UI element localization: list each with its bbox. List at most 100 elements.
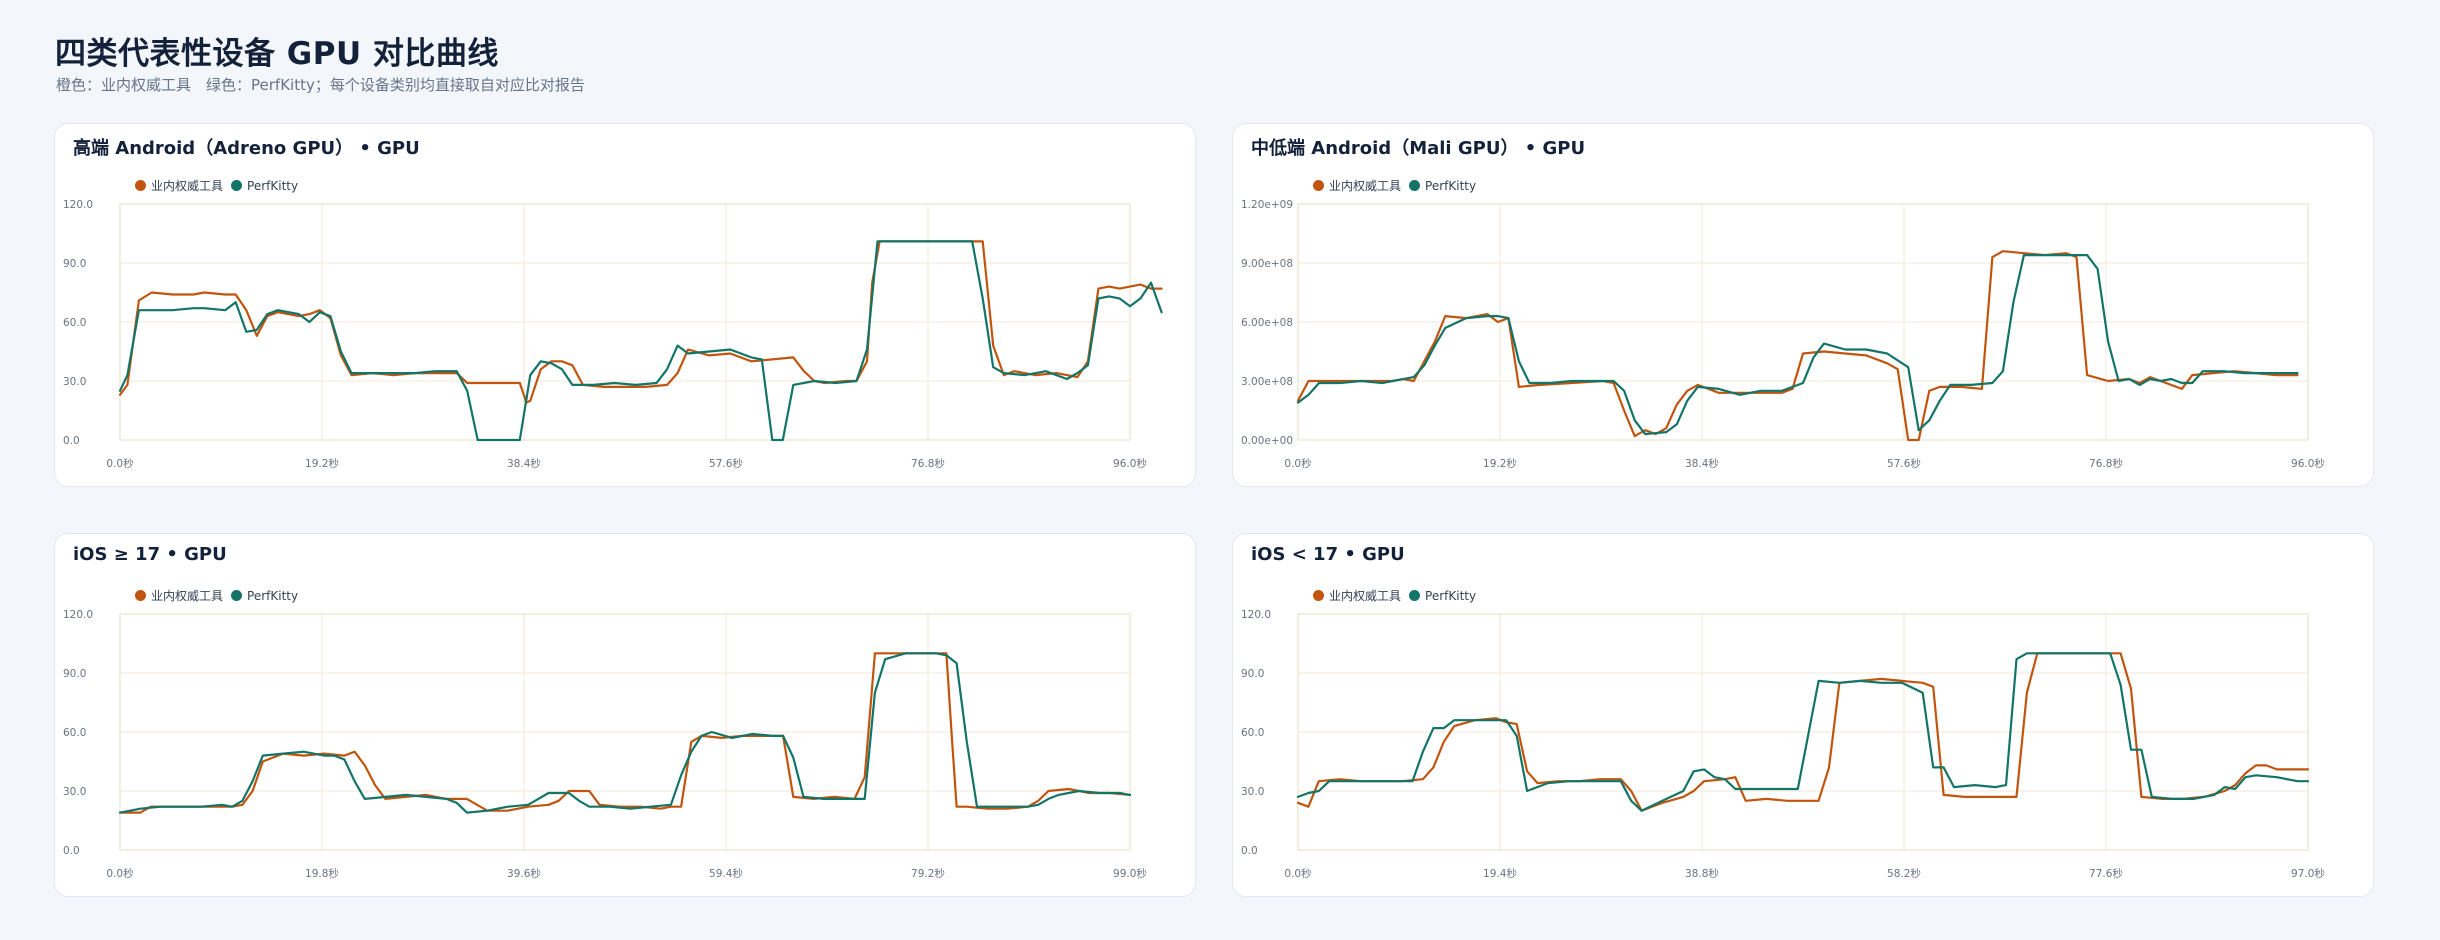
legend-item-perfkitty[interactable]: PerfKitty xyxy=(231,179,298,193)
legend-swatch-tool xyxy=(1313,590,1324,601)
x-tick-label: 96.0秒 xyxy=(1113,457,1147,470)
x-tick-label: 76.8秒 xyxy=(2089,457,2123,470)
plot-frame xyxy=(1297,203,2309,441)
legend-item-tool[interactable]: 业内权威工具 xyxy=(135,177,223,194)
series-line-tool xyxy=(1296,652,2310,812)
x-tick-label: 77.6秒 xyxy=(2089,867,2123,880)
chart-legend[interactable]: 业内权威工具 PerfKitty xyxy=(1313,587,1476,604)
line-chart[interactable]: 0.0 30.0 60.0 90.0 120.0 0.0秒 19.4秒 38.8秒 58.2秒 7… xyxy=(1233,534,2375,898)
legend-label-perfkitty: PerfKitty xyxy=(1425,588,1477,603)
x-tick-label: 99.0秒 xyxy=(1113,867,1147,880)
y-tick-label: 60.0 xyxy=(1241,727,1264,739)
x-tick-label: 19.8秒 xyxy=(305,867,339,880)
y-tick-label: 30.0 xyxy=(63,786,86,798)
legend-item-perfkitty[interactable]: PerfKitty xyxy=(1409,179,1476,193)
y-tick-label: 0.00e+00 xyxy=(1241,435,1293,447)
legend-swatch-tool xyxy=(135,590,146,601)
legend-item-perfkitty[interactable]: PerfKitty xyxy=(1409,589,1476,603)
chart-legend[interactable]: 业内权威工具 PerfKitty xyxy=(135,177,298,194)
y-tick-label: 90.0 xyxy=(63,668,86,680)
x-tick-label: 57.6秒 xyxy=(1887,457,1921,470)
chart-title: iOS < 17 • GPU xyxy=(1251,544,1405,565)
y-tick-label: 120.0 xyxy=(1241,609,1271,621)
chart-legend[interactable]: 业内权威工具 PerfKitty xyxy=(135,587,298,604)
plot-frame xyxy=(119,203,1131,441)
plot-frame xyxy=(1297,613,2309,851)
legend-item-tool[interactable]: 业内权威工具 xyxy=(135,587,223,604)
chart-title: 中低端 Android（Mali GPU） • GPU xyxy=(1251,138,1586,159)
y-tick-label: 30.0 xyxy=(63,376,86,388)
grid xyxy=(119,203,1131,441)
y-tick-label: 0.0 xyxy=(63,845,80,857)
x-tick-label: 0.0秒 xyxy=(1284,457,1312,470)
legend-swatch-perfkitty xyxy=(1409,590,1421,601)
series-line-tool xyxy=(118,652,1132,814)
legend-swatch-perfkitty xyxy=(231,180,243,191)
y-tick-label: 30.0 xyxy=(1241,786,1264,798)
page-subtitle: 橙色：业内权威工具 绿色：PerfKitty；每个设备类别均直接取自对应比对报告 xyxy=(56,76,585,94)
legend-label-perfkitty: PerfKitty xyxy=(247,178,299,193)
legend-swatch-perfkitty xyxy=(231,590,243,601)
legend-label-tool: 业内权威工具 xyxy=(1329,179,1402,193)
chart-card-ios17-plus: iOS ≥ 17 • GPU 业内权威工具 PerfKitty 0.0 30.0 6… xyxy=(54,533,1196,897)
x-tick-label: 38.4秒 xyxy=(1685,457,1719,470)
chart-card-ios17-below: iOS < 17 • GPU 业内权威工具 PerfKitty 0.0 30.0 6… xyxy=(1232,533,2374,897)
y-tick-label: 1.20e+09 xyxy=(1241,199,1293,211)
y-tick-label: 9.00e+08 xyxy=(1241,258,1293,270)
line-chart[interactable]: 0.0 30.0 60.0 90.0 120.0 0.0秒 19.2秒 38.4秒 57.6秒 7… xyxy=(55,124,1197,488)
legend-swatch-tool xyxy=(135,180,146,191)
legend-item-perfkitty[interactable]: PerfKitty xyxy=(231,589,298,603)
x-tick-label: 0.0秒 xyxy=(106,867,134,880)
page-title: 四类代表性设备 GPU 对比曲线 xyxy=(55,36,499,72)
y-tick-label: 6.00e+08 xyxy=(1241,317,1293,329)
chart-card-mali: 中低端 Android（Mali GPU） • GPU 业内权威工具 PerfK… xyxy=(1232,123,2374,487)
x-tick-label: 19.4秒 xyxy=(1483,867,1517,880)
chart-title: 高端 Android（Adreno GPU） • GPU xyxy=(73,138,420,159)
x-tick-label: 38.8秒 xyxy=(1685,867,1719,880)
legend-swatch-perfkitty xyxy=(1409,180,1421,191)
y-tick-label: 3.00e+08 xyxy=(1241,376,1293,388)
series-line-perfkitty xyxy=(118,240,1163,442)
x-tick-label: 96.0秒 xyxy=(2291,457,2325,470)
series-line-perfkitty xyxy=(118,652,1132,814)
x-tick-label: 59.4秒 xyxy=(709,867,743,880)
grid xyxy=(1297,203,2309,441)
x-tick-label: 58.2秒 xyxy=(1887,867,1921,880)
line-chart[interactable]: 0.00e+00 3.00e+08 6.00e+08 9.00e+08 1.20e+09… xyxy=(1233,124,2375,488)
x-tick-label: 79.2秒 xyxy=(911,867,945,880)
y-tick-label: 120.0 xyxy=(63,609,93,621)
line-chart[interactable]: 0.0 30.0 60.0 90.0 120.0 0.0秒 19.8秒 39.6秒 59.4秒 7… xyxy=(55,534,1197,898)
legend-label-tool: 业内权威工具 xyxy=(151,589,224,603)
x-tick-label: 97.0秒 xyxy=(2291,867,2325,880)
x-tick-label: 0.0秒 xyxy=(1284,867,1312,880)
y-tick-label: 90.0 xyxy=(1241,668,1264,680)
y-tick-label: 0.0 xyxy=(1241,845,1258,857)
y-tick-label: 120.0 xyxy=(63,199,93,211)
legend-swatch-tool xyxy=(1313,180,1324,191)
chart-title: iOS ≥ 17 • GPU xyxy=(73,544,227,565)
legend-label-perfkitty: PerfKitty xyxy=(247,588,299,603)
legend-label-tool: 业内权威工具 xyxy=(1329,589,1402,603)
legend-item-tool[interactable]: 业内权威工具 xyxy=(1313,587,1401,604)
y-tick-label: 0.0 xyxy=(63,435,80,447)
x-tick-label: 19.2秒 xyxy=(1483,457,1517,470)
x-tick-label: 19.2秒 xyxy=(305,457,339,470)
series-line-perfkitty xyxy=(1296,652,2310,812)
series-line-tool xyxy=(1296,250,2299,442)
x-tick-label: 0.0秒 xyxy=(106,457,134,470)
series-line-perfkitty xyxy=(1296,254,2299,436)
legend-label-tool: 业内权威工具 xyxy=(151,179,224,193)
x-tick-label: 76.8秒 xyxy=(911,457,945,470)
x-tick-label: 39.6秒 xyxy=(507,867,541,880)
y-tick-label: 60.0 xyxy=(63,317,86,329)
grid xyxy=(119,613,1131,851)
chart-legend[interactable]: 业内权威工具 PerfKitty xyxy=(1313,177,1476,194)
x-tick-label: 38.4秒 xyxy=(507,457,541,470)
y-tick-label: 60.0 xyxy=(63,727,86,739)
x-tick-label: 57.6秒 xyxy=(709,457,743,470)
legend-label-perfkitty: PerfKitty xyxy=(1425,178,1477,193)
chart-card-adreno: 高端 Android（Adreno GPU） • GPU 业内权威工具 Perf… xyxy=(54,123,1196,487)
legend-item-tool[interactable]: 业内权威工具 xyxy=(1313,177,1401,194)
plot-frame xyxy=(119,613,1131,851)
y-tick-label: 90.0 xyxy=(63,258,86,270)
